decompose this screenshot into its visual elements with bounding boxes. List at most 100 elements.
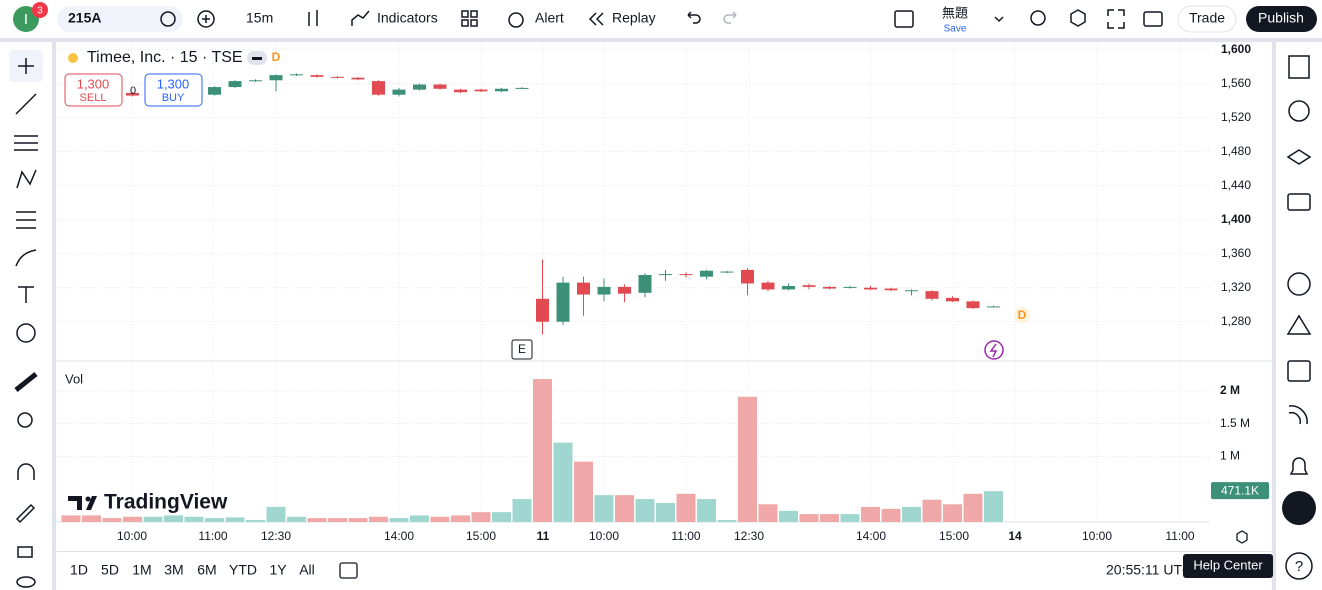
- alert-icon: [508, 12, 524, 28]
- fullscreen-icon[interactable]: [1107, 9, 1125, 29]
- pattern-tool[interactable]: [16, 169, 37, 189]
- publish-button[interactable]: [1246, 6, 1317, 32]
- volume-bar: [984, 491, 1003, 522]
- zoom-tool[interactable]: [17, 412, 33, 428]
- clock: 20:55:11 UTC: [1106, 562, 1192, 578]
- chart-type-icon[interactable]: [308, 10, 318, 26]
- volume-bar: [820, 514, 839, 522]
- publish: Publish: [1258, 10, 1304, 26]
- alerts-icon[interactable]: [1288, 100, 1310, 122]
- icon: [470, 10, 478, 18]
- apps-button[interactable]: [1282, 491, 1316, 525]
- range-button[interactable]: 6M: [197, 562, 216, 578]
- notifications-icon[interactable]: [1289, 457, 1309, 475]
- dividend-marker-bg[interactable]: [1014, 307, 1030, 323]
- volume-bar: [143, 516, 163, 522]
- candle-body: [126, 93, 139, 96]
- interval[interactable]: 15m: [246, 10, 273, 26]
- hide-tool[interactable]: [16, 576, 36, 588]
- redo[interactable]: [723, 11, 737, 24]
- snapshot-icon[interactable]: [1143, 11, 1163, 27]
- stream-icon[interactable]: [1288, 405, 1308, 425]
- watchlist-icon[interactable]: [1288, 55, 1310, 79]
- layout-icon[interactable]: [894, 10, 914, 28]
- magnet-tool[interactable]: [17, 463, 35, 480]
- brush-tool[interactable]: [15, 249, 37, 267]
- candle-body: [597, 286, 611, 295]
- candle-body: [741, 269, 754, 284]
- icon[interactable]: [1030, 10, 1046, 26]
- range-button[interactable]: 3M: [164, 562, 183, 578]
- range-button[interactable]: 1Y: [269, 562, 287, 578]
- candle-body: [905, 290, 918, 292]
- split-marker[interactable]: [984, 340, 1004, 360]
- crosshair-tool: [18, 58, 34, 74]
- price-label: 1,480: [1221, 144, 1251, 158]
- trade-button[interactable]: [1177, 5, 1237, 33]
- emoji-tool[interactable]: [16, 323, 36, 343]
- layers-icon[interactable]: [1286, 149, 1312, 165]
- candle-body: [433, 84, 447, 89]
- volume-bar: [840, 514, 860, 522]
- range-button[interactable]: YTD: [229, 562, 257, 578]
- undo[interactable]: [687, 11, 701, 24]
- lock-tool[interactable]: [17, 546, 33, 558]
- axis-settings[interactable]: [1236, 530, 1248, 544]
- volume-bar: [287, 516, 306, 522]
- save[interactable]: Save: [944, 24, 967, 35]
- icon: [202, 15, 210, 23]
- help-button[interactable]: [1285, 552, 1313, 580]
- earnings-marker-box[interactable]: [511, 339, 533, 360]
- candle-body: [884, 288, 898, 291]
- trend-line-tool[interactable]: [15, 93, 37, 115]
- indicators[interactable]: Indicators: [377, 10, 438, 26]
- prediction-tool[interactable]: [16, 211, 36, 229]
- text-tool[interactable]: [18, 286, 34, 303]
- volume-bar: [307, 518, 327, 522]
- range-button[interactable]: All: [299, 562, 315, 578]
- range-button[interactable]: 1D: [70, 562, 88, 578]
- watermark-logo: [68, 496, 97, 510]
- fib-tool[interactable]: [14, 135, 38, 151]
- candle-body: [290, 74, 303, 76]
- buy-button[interactable]: [144, 73, 203, 107]
- volume-bar: [492, 512, 511, 522]
- icon: [588, 12, 604, 26]
- volume-bar: [225, 517, 245, 522]
- symbol-search[interactable]: [57, 6, 183, 32]
- sell-label: SELL: [80, 92, 107, 104]
- volume-bar: [451, 515, 470, 522]
- calendar-icon[interactable]: [1287, 360, 1311, 382]
- candle-body: [536, 298, 549, 322]
- volume-axis-label: 1 M: [1220, 449, 1240, 463]
- chat-icon[interactable]: [1287, 193, 1311, 211]
- time-label: 11:00: [1165, 529, 1194, 543]
- ruler-tool[interactable]: [14, 372, 38, 392]
- volume-bar: [164, 515, 183, 522]
- price-label: 1,320: [1221, 280, 1251, 294]
- sell-button[interactable]: [64, 73, 123, 107]
- alert[interactable]: Alert: [535, 10, 564, 26]
- candle-body: [454, 89, 467, 93]
- replay[interactable]: Replay: [612, 10, 656, 26]
- date-range-icon[interactable]: [339, 562, 358, 579]
- settings-icon[interactable]: [1070, 9, 1086, 27]
- layout-name[interactable]: 無題: [942, 5, 968, 20]
- hotlist-icon[interactable]: [1287, 272, 1311, 296]
- icon: [160, 11, 176, 27]
- volume-last-box: [1211, 482, 1269, 500]
- price-label: 1,400: [1221, 212, 1251, 226]
- compare-icon[interactable]: [197, 10, 215, 28]
- divider: [52, 38, 56, 590]
- range-button[interactable]: 1M: [132, 562, 151, 578]
- volume-bar: [184, 516, 204, 522]
- tooltip: Help Center: [1193, 557, 1263, 572]
- ideas-icon[interactable]: [1286, 314, 1312, 335]
- watermark-dot: [85, 496, 91, 502]
- range-button[interactable]: 5D: [101, 562, 119, 578]
- volume-bar: [246, 520, 265, 522]
- lock-draw-tool[interactable]: [15, 503, 36, 524]
- volume-bar: [799, 514, 819, 522]
- candle-body: [331, 76, 344, 78]
